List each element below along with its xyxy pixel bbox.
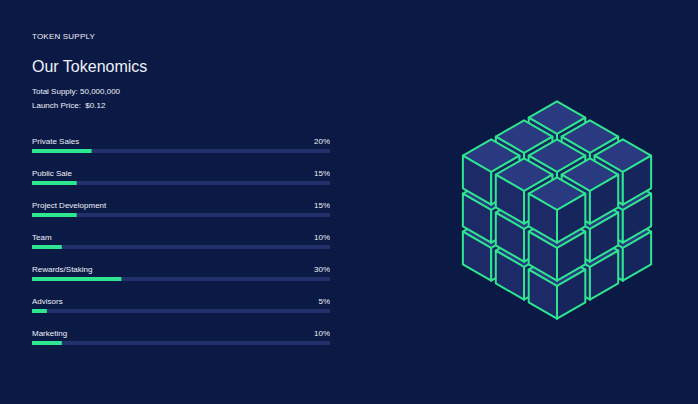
svg-text:Team: Team (32, 233, 52, 242)
svg-text:10%: 10% (314, 329, 330, 338)
html-text:TOKEN SUPPLY: TOKEN SUPPLY (32, 32, 95, 41)
html-text:Our Tokenomics: Our Tokenomics (32, 58, 148, 75)
svg-text:Rewards/Staking: Rewards/Staking (32, 265, 92, 274)
svg-text:15%: 15% (314, 201, 330, 210)
svg-text:Project Development: Project Development (32, 201, 107, 210)
svg-text:10%: 10% (314, 233, 330, 242)
html-text:Total Supply: 50,000,000: Total Supply: 50,000,000 (32, 87, 121, 96)
svg-text:Public Sale: Public Sale (32, 169, 73, 178)
html-text:Launch Price: $0.12: Launch Price: $0.12 (32, 101, 106, 110)
svg-text:Marketing: Marketing (32, 329, 67, 338)
svg-text:15%: 15% (314, 169, 330, 178)
svg-text:20%: 20% (314, 137, 330, 146)
svg-text:Private Sales: Private Sales (32, 137, 79, 146)
svg-text:Advisors: Advisors (32, 297, 63, 306)
svg-text:5%: 5% (318, 297, 330, 306)
svg-text:30%: 30% (314, 265, 330, 274)
